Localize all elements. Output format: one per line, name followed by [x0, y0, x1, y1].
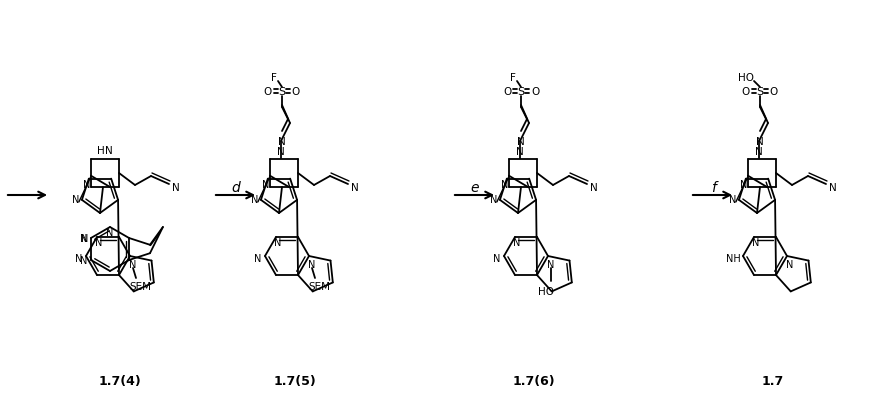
Text: N: N — [547, 259, 555, 269]
Text: N: N — [756, 136, 764, 147]
Text: N: N — [254, 254, 262, 263]
Text: SEM: SEM — [129, 281, 151, 291]
Text: 1.7(5): 1.7(5) — [274, 375, 316, 388]
Text: O: O — [503, 87, 511, 97]
Text: N: N — [76, 254, 83, 263]
Text: N: N — [83, 179, 91, 189]
Text: N: N — [277, 147, 285, 157]
Text: N: N — [752, 237, 760, 247]
Text: N: N — [513, 237, 520, 247]
Text: H: H — [97, 146, 105, 156]
Text: S: S — [518, 87, 525, 97]
Text: N: N — [729, 194, 737, 205]
Text: N: N — [274, 237, 282, 247]
Text: N: N — [80, 256, 87, 265]
Text: N: N — [494, 254, 501, 263]
Text: N: N — [129, 259, 136, 269]
Text: N: N — [95, 237, 102, 247]
Text: N: N — [830, 183, 837, 192]
Text: S: S — [278, 87, 285, 97]
Text: N: N — [172, 183, 180, 192]
Text: 1.7(4): 1.7(4) — [99, 375, 142, 388]
Text: HO: HO — [538, 286, 554, 296]
Text: S: S — [756, 87, 764, 97]
Text: O: O — [770, 87, 778, 97]
Text: N: N — [517, 136, 525, 147]
Text: N: N — [490, 194, 497, 205]
Text: O: O — [292, 87, 300, 97]
Text: N: N — [590, 183, 598, 192]
Text: F: F — [510, 73, 516, 83]
Text: d: d — [232, 181, 241, 194]
Text: N: N — [72, 194, 79, 205]
Text: N: N — [516, 147, 524, 157]
Text: N: N — [756, 147, 763, 157]
Text: O: O — [742, 87, 750, 97]
Text: HO: HO — [738, 73, 754, 83]
Text: N: N — [80, 233, 87, 243]
Text: N: N — [105, 146, 113, 156]
Text: O: O — [264, 87, 272, 97]
Text: N: N — [278, 136, 286, 147]
Text: F: F — [271, 73, 277, 83]
Text: N: N — [351, 183, 359, 192]
Text: NH: NH — [725, 254, 740, 263]
Text: 1.7(6): 1.7(6) — [512, 375, 555, 388]
Text: N: N — [251, 194, 258, 205]
Text: N: N — [740, 179, 748, 189]
Text: 1.7: 1.7 — [762, 375, 784, 388]
Text: N: N — [81, 233, 88, 243]
Text: N: N — [262, 179, 269, 189]
Text: SEM: SEM — [308, 281, 330, 291]
Text: N: N — [501, 179, 509, 189]
Text: e: e — [470, 181, 479, 194]
Text: O: O — [531, 87, 539, 97]
Text: N: N — [106, 228, 114, 237]
Text: f: f — [710, 181, 715, 194]
Text: N: N — [308, 259, 315, 269]
Text: N: N — [787, 259, 794, 269]
